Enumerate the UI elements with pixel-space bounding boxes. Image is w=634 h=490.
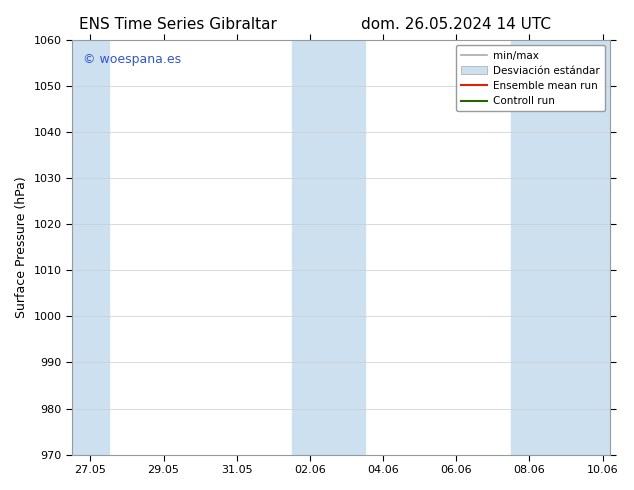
Y-axis label: Surface Pressure (hPa): Surface Pressure (hPa) (15, 176, 28, 318)
Text: dom. 26.05.2024 14 UTC: dom. 26.05.2024 14 UTC (361, 17, 552, 32)
Text: ENS Time Series Gibraltar: ENS Time Series Gibraltar (79, 17, 276, 32)
Text: © woespana.es: © woespana.es (83, 52, 181, 66)
Bar (292, 40, 365, 455)
Legend: min/max, Desviación estándar, Ensemble mean run, Controll run: min/max, Desviación estándar, Ensemble m… (456, 46, 605, 111)
Bar (72, 40, 108, 455)
Bar (511, 40, 610, 455)
